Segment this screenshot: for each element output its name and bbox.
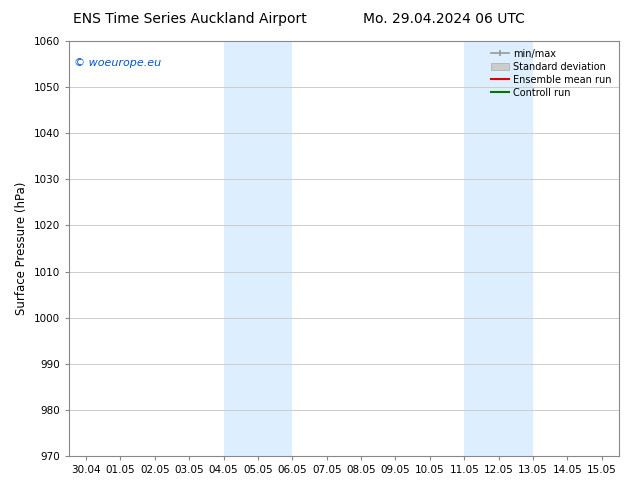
Text: Mo. 29.04.2024 06 UTC: Mo. 29.04.2024 06 UTC (363, 12, 525, 26)
Text: © woeurope.eu: © woeurope.eu (74, 58, 162, 68)
Bar (224, 41, 292, 456)
Y-axis label: Surface Pressure (hPa): Surface Pressure (hPa) (15, 182, 28, 315)
Text: ENS Time Series Auckland Airport: ENS Time Series Auckland Airport (74, 12, 307, 26)
Bar (464, 41, 533, 456)
Legend: min/max, Standard deviation, Ensemble mean run, Controll run: min/max, Standard deviation, Ensemble me… (488, 46, 614, 100)
